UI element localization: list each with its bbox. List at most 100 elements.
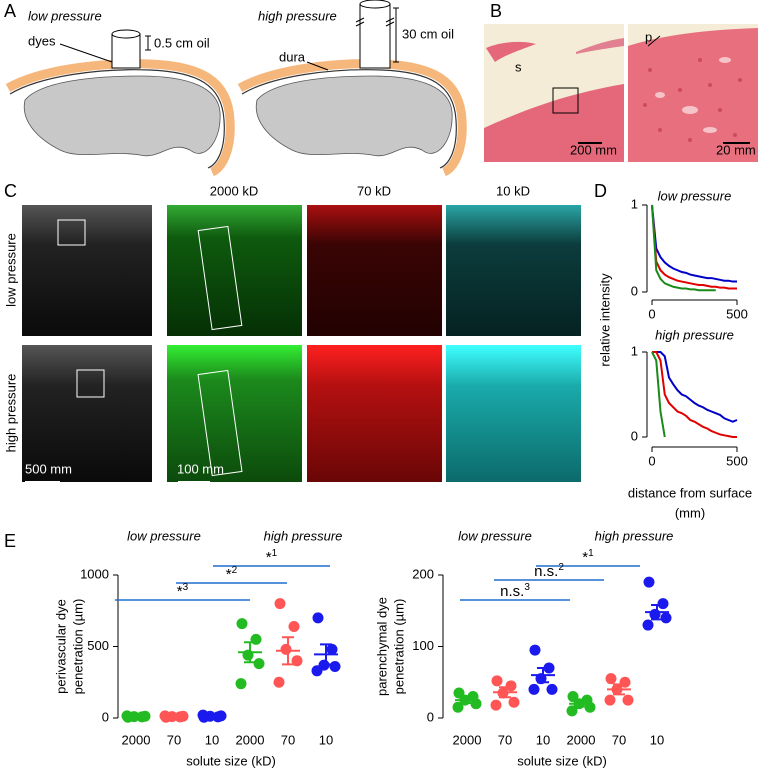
y-tick-label: 0	[102, 709, 109, 724]
data-point	[491, 675, 503, 687]
significance-label: *3	[177, 582, 189, 600]
data-point	[642, 619, 654, 631]
significance-label: *2	[226, 565, 238, 583]
error-bar	[130, 715, 142, 718]
error-bar	[282, 636, 294, 666]
significance-label: n.s.2	[534, 562, 564, 580]
y-tick-label: 500	[87, 638, 109, 653]
error-bar	[244, 641, 256, 664]
panel-c: low pressure high pressure 2000 kD 70 kD…	[3, 183, 581, 483]
y-tick-label: 100	[412, 638, 434, 653]
significance-text: n.s.	[534, 563, 558, 580]
y-axis-label: penetration (µm)	[391, 599, 406, 695]
error-bar	[651, 604, 663, 621]
significance-label: *1	[266, 548, 278, 566]
x-tick-label: 70	[167, 732, 181, 747]
panel-label: C	[4, 181, 17, 201]
x-tick-label: 0	[648, 306, 655, 321]
data-point	[280, 643, 292, 655]
data-point	[529, 644, 541, 656]
data-point	[312, 612, 324, 624]
error-bar	[613, 683, 625, 696]
x-tick-label: 10	[650, 732, 664, 747]
error-bar	[461, 696, 473, 704]
chart-title: low pressure	[658, 188, 732, 203]
significance-index: 3	[183, 582, 189, 593]
y-axis-label: relative intensity	[597, 273, 612, 367]
data-point	[274, 598, 286, 610]
line-series	[651, 204, 716, 292]
scale-bar-label: 500 mm	[25, 461, 72, 476]
y-tick-label: 0	[631, 283, 638, 298]
y-axis-label: penetration (µm)	[70, 599, 85, 695]
error-bar	[537, 666, 549, 684]
column-label: 70 kD	[357, 183, 391, 198]
x-tick-label: 0	[648, 453, 655, 468]
scale-bar-label: 200 mm	[570, 142, 617, 157]
data-point	[566, 705, 578, 717]
y-tick-label: 1	[631, 196, 638, 211]
data-point	[605, 673, 617, 685]
panel-a: low pressure high pressure dyes 0.5 cm o…	[5, 0, 467, 177]
data-point	[326, 643, 338, 655]
data-point	[197, 709, 209, 721]
label: p	[645, 29, 652, 44]
panel-label: E	[4, 531, 16, 551]
x-axis-label: solute size (kD)	[186, 753, 276, 768]
line-series	[652, 351, 737, 438]
data-point	[508, 696, 520, 708]
data-point	[490, 699, 502, 711]
x-tick-label: 500	[726, 453, 748, 468]
error-bar	[575, 699, 587, 708]
y-axis-label: parenchymal dye	[374, 597, 389, 696]
significance-text: *	[177, 583, 183, 600]
brain-diagram	[237, 0, 467, 177]
label: 30 cm oil	[402, 26, 454, 41]
significance-index: 3	[524, 582, 530, 593]
row-label: high pressure	[3, 374, 18, 453]
panel-label: B	[490, 1, 502, 21]
x-tick-label: 10	[536, 732, 550, 747]
label: dyes	[28, 33, 56, 48]
row-label: low pressure	[3, 233, 18, 307]
label: 0.5 cm oil	[154, 35, 210, 50]
significance-text: n.s.	[500, 583, 524, 600]
data-point	[622, 694, 634, 706]
x-axis-label: distance from surface	[628, 485, 752, 500]
data-point	[311, 665, 323, 677]
significance-text: *	[266, 549, 272, 566]
error-bar	[499, 686, 511, 699]
panel-b: s p 200 mm 20 mm	[484, 24, 758, 162]
group-label: high pressure	[595, 528, 674, 543]
x-tick-label: 70	[498, 732, 512, 747]
data-point	[505, 680, 517, 692]
x-tick-label: 10	[205, 732, 219, 747]
significance-index: 1	[272, 548, 278, 559]
x-tick-label: 70	[281, 732, 295, 747]
y-tick-label: 0	[631, 428, 638, 443]
y-tick-label: 1000	[80, 566, 109, 581]
label: s	[515, 59, 522, 74]
y-tick-label: 0	[427, 709, 434, 724]
chart-title: high pressure	[655, 327, 734, 342]
panel-label: A	[4, 1, 16, 21]
data-point	[452, 701, 464, 713]
data-point	[657, 598, 669, 610]
data-point	[291, 655, 303, 667]
y-tick-label: 200	[412, 566, 434, 581]
data-point	[528, 683, 540, 695]
line-series	[652, 351, 738, 423]
y-tick-label: 1	[631, 343, 638, 358]
x-axis-label: solute size (kD)	[517, 753, 607, 768]
significance-text: *	[582, 549, 588, 566]
group-label: low pressure	[127, 528, 201, 543]
label: dura	[279, 49, 306, 64]
brain-diagram	[5, 29, 235, 177]
title: low pressure	[28, 8, 102, 23]
group-label: low pressure	[458, 528, 532, 543]
data-point	[546, 683, 558, 695]
data-point	[604, 694, 616, 706]
significance-index: 1	[588, 548, 594, 559]
significance-text: *	[226, 566, 232, 583]
